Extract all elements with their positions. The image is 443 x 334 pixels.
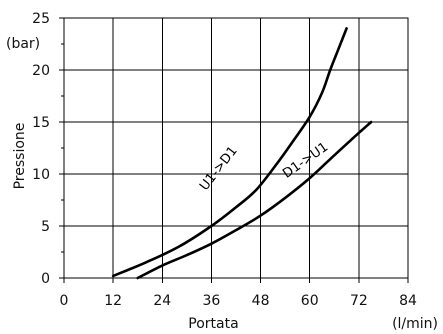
x-tick-label: 72 xyxy=(350,293,368,309)
y-axis-unit: (bar) xyxy=(6,36,40,52)
series-label-u1-d1: U1->D1 xyxy=(197,144,241,194)
series-label-d1-u1: D1->U1 xyxy=(280,140,331,182)
x-tick-label: 12 xyxy=(104,293,122,309)
tick-labels: 0 12 24 36 48 60 72 84 0 5 10 15 20 25 xyxy=(32,11,417,309)
y-axis-label: Pressione xyxy=(12,123,28,190)
x-tick-label: 60 xyxy=(301,293,319,309)
x-tick-label: 0 xyxy=(60,293,69,309)
series xyxy=(111,27,373,280)
x-tick-label: 24 xyxy=(153,293,171,309)
grid xyxy=(64,18,408,278)
x-tick-label: 48 xyxy=(252,293,270,309)
x-axis-unit: (l/min) xyxy=(392,316,438,332)
axis-ticks xyxy=(59,17,409,283)
y-tick-label: 20 xyxy=(32,63,50,79)
y-tick-label: 5 xyxy=(41,219,50,235)
series-line-0 xyxy=(111,27,348,278)
x-tick-label: 36 xyxy=(203,293,221,309)
y-tick-label: 0 xyxy=(41,271,50,287)
y-tick-label: 15 xyxy=(32,115,50,131)
y-tick-label: 10 xyxy=(32,167,50,183)
x-axis-label: Portata xyxy=(188,316,238,332)
x-tick-label: 84 xyxy=(399,293,417,309)
plot-frame xyxy=(63,17,409,279)
y-tick-label: 25 xyxy=(32,11,50,27)
series-line-1 xyxy=(136,120,373,280)
